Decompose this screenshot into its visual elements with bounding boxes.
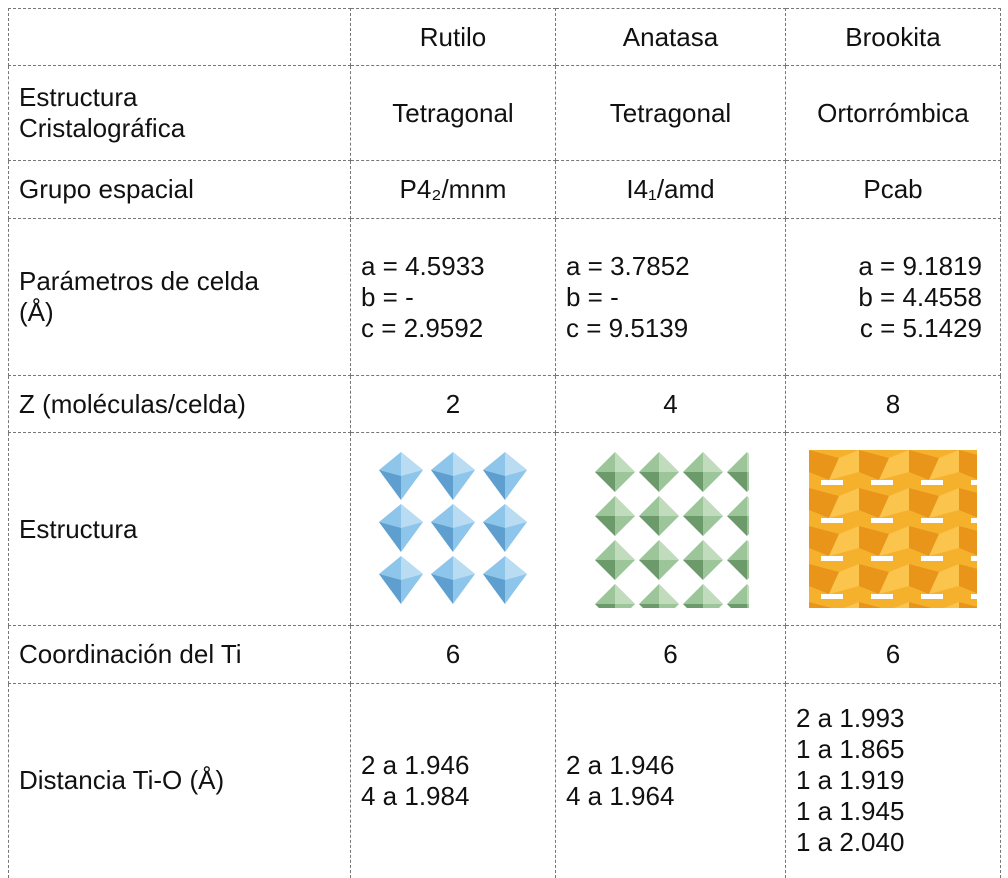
cell-line: 2 a 1.946 [361,749,470,780]
cell-line: a = 9.1819 [858,250,982,281]
cell-line: 2 a 1.946 [566,749,675,780]
cell-line: Estructura [19,513,138,544]
structure-image [809,450,977,608]
cell-line: 1 a 2.040 [796,827,905,858]
cell-line: Distancia Ti-O (Å) [19,765,225,796]
table-cell: 8 [785,375,1001,433]
table-cell: P4₂/mnm [350,160,556,219]
row-label: Z (moléculas/celda) [8,375,351,433]
comparison-table: Rutilo Anatasa Brookita Estructura Cristalog… [8,8,1001,878]
row-label: Grupo espacial [8,160,351,219]
table-cell: 4 [555,375,786,433]
row-label: Coordinación del Ti [8,625,351,684]
table-row: Grupo espacial P4₂/mnm I4₁/amd Pcab [8,160,1001,219]
header-row: Rutilo Anatasa Brookita [8,8,1001,66]
row-label: Estructura [8,432,351,626]
table-cell: Ortorrómbica [785,65,1001,161]
cell-line: Cristalográfica [19,113,186,143]
table-row: Z (moléculas/celda) 2 4 8 [8,375,1001,433]
cell-line: 8 [885,388,901,419]
table-row: Coordinación del Ti 6 6 6 [8,625,1001,684]
table-body: Rutilo Anatasa Brookita Estructura Cristalog… [8,8,1001,878]
table-row: Estructura [8,432,1001,626]
cell-line: c = 5.1429 [859,312,982,343]
cell-line: 1 a 1.919 [796,765,905,796]
row-label: Distancia Ti-O (Å) [8,683,351,878]
table-row: Distancia Ti-O (Å) 2 a 1.946 4 a 1.984 2 a … [8,683,1001,878]
cell-line: Tetragonal [392,97,514,128]
cell-line: Coordinación del Ti [19,639,242,669]
cell-line: 4 [663,388,678,419]
cell-line: Ortorrómbica [817,97,969,128]
table-row: Estructura Cristalográfica Tetragonal Tetra… [8,65,1001,161]
row-label: Parámetros de celda (Å) [8,218,351,376]
table-cell: 2 a 1.946 4 a 1.984 [350,683,556,878]
table-cell: 2 a 1.993 1 a 1.865 1 a 1.919 1 a 1.945 1 a … [785,683,1001,878]
cell-line: Z (moléculas/celda) [19,388,246,419]
cell-line: a = 3.7852 [566,250,690,281]
table-cell: 6 [555,625,786,684]
cell-line: 2 a 1.993 [796,703,905,734]
table-cell: Pcab [785,160,1001,219]
table-cell: Tetragonal [350,65,556,161]
cell-line: Tetragonal [609,97,732,128]
cell-line: 4 a 1.984 [361,780,470,811]
table-cell: a = 4.5933 b = -c = 2.9592 [350,218,556,376]
column-header: Brookita [785,8,1001,66]
corner-cell [8,8,351,66]
table-cell: I4₁/amd [555,160,786,219]
cell-line: 1 a 1.865 [796,734,905,765]
column-header: Rutilo [350,8,556,66]
cell-line: Pcab [863,174,923,204]
cell-line: 6 [445,639,461,669]
cell-line: b = - [566,281,619,312]
table-cell: 6 [350,625,556,684]
structure-image [592,450,749,608]
cell-line: (Å) [19,297,54,327]
cell-line: c = 2.9592 [361,312,484,343]
table-cell: 2 [350,375,556,433]
cell-line: 4 a 1.964 [566,780,675,811]
cell-line: Parámetros de celda [19,266,259,296]
cell-line: 6 [663,639,678,669]
table-cell [785,432,1001,626]
structure-pattern [592,450,749,608]
structure-pattern [809,450,977,608]
cell-line: I4₁/amd [626,174,715,204]
cell-line: 2 [445,388,461,419]
row-label: Estructura Cristalográfica [8,65,351,161]
column-header: Anatasa [555,8,786,66]
table-cell [350,432,556,626]
structure-image [375,450,531,608]
table-cell: Tetragonal [555,65,786,161]
cell-line: P4₂/mnm [399,174,507,204]
cell-line: c = 9.5139 [566,312,689,343]
table-cell: a = 3.7852 b = -c = 9.5139 [555,218,786,376]
cell-line: Estructura [19,82,138,112]
cell-line: Grupo espacial [19,174,194,204]
table-row: Parámetros de celda (Å) a = 4.5933 b = -c =… [8,218,1001,376]
cell-line: b = - [361,281,414,312]
cell-line: 6 [885,639,901,669]
cell-line: 1 a 1.945 [796,796,905,827]
cell-line: b = 4.4558 [858,281,982,312]
table-cell [555,432,786,626]
structure-pattern [375,450,531,608]
table-cell: a = 9.1819 b = 4.4558 c = 5.1429 [785,218,1001,376]
table-cell: 2 a 1.946 4 a 1.964 [555,683,786,878]
cell-line: a = 4.5933 [361,250,485,281]
table-cell: 6 [785,625,1001,684]
